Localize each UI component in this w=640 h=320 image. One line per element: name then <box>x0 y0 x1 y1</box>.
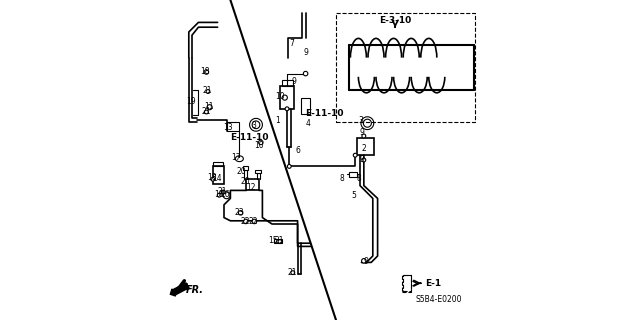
Text: 9: 9 <box>363 257 368 266</box>
Circle shape <box>207 105 212 110</box>
Circle shape <box>211 177 215 181</box>
Text: 21: 21 <box>287 268 297 277</box>
Circle shape <box>221 190 225 194</box>
Circle shape <box>362 259 366 263</box>
Circle shape <box>353 153 357 157</box>
Circle shape <box>282 95 287 100</box>
Text: 3: 3 <box>358 116 363 125</box>
Circle shape <box>278 240 282 244</box>
Text: 22: 22 <box>240 217 250 226</box>
Bar <box>255 170 261 173</box>
Text: 21: 21 <box>275 236 284 245</box>
Text: 1: 1 <box>275 116 280 124</box>
Bar <box>212 166 224 184</box>
Text: 15: 15 <box>268 236 278 245</box>
Text: 21: 21 <box>217 187 227 196</box>
Text: 9: 9 <box>360 155 365 164</box>
Text: 18: 18 <box>214 190 223 199</box>
Text: 14: 14 <box>212 174 222 183</box>
Bar <box>403 275 412 292</box>
Bar <box>403 275 411 291</box>
Circle shape <box>362 134 366 138</box>
Bar <box>357 138 374 155</box>
Text: FR.: FR. <box>186 284 204 295</box>
Circle shape <box>362 158 366 162</box>
Text: S5B4-E0200: S5B4-E0200 <box>415 295 461 304</box>
Circle shape <box>205 110 209 114</box>
Bar <box>274 239 282 243</box>
Text: 9: 9 <box>292 77 297 86</box>
Text: 8: 8 <box>339 174 344 183</box>
Text: 9: 9 <box>303 48 308 57</box>
Text: 13: 13 <box>223 123 233 132</box>
Text: 2: 2 <box>362 144 367 153</box>
Text: 12: 12 <box>246 183 255 192</box>
Circle shape <box>204 70 209 74</box>
Text: 21: 21 <box>201 107 211 116</box>
Circle shape <box>243 219 248 224</box>
Text: 11: 11 <box>204 102 213 111</box>
Text: E-11-10: E-11-10 <box>230 133 268 142</box>
Text: 10: 10 <box>275 92 285 101</box>
Bar <box>336 13 476 122</box>
Text: 5: 5 <box>352 191 356 200</box>
FancyArrow shape <box>170 283 189 296</box>
Circle shape <box>218 193 221 197</box>
Circle shape <box>238 211 243 215</box>
Text: 21: 21 <box>202 86 212 95</box>
Text: 16: 16 <box>220 190 230 199</box>
Bar <box>282 80 293 86</box>
Text: 20: 20 <box>241 177 251 186</box>
Circle shape <box>206 90 210 93</box>
Text: 6: 6 <box>296 146 301 155</box>
Circle shape <box>259 140 263 145</box>
Bar <box>214 162 223 166</box>
Text: E-1: E-1 <box>425 279 441 288</box>
Text: 8: 8 <box>356 174 362 183</box>
Text: 20: 20 <box>236 167 246 176</box>
Text: E-3-10: E-3-10 <box>379 16 412 25</box>
Text: 18: 18 <box>207 173 217 182</box>
Text: 4: 4 <box>305 119 310 128</box>
Text: 3: 3 <box>251 121 256 130</box>
Bar <box>280 86 294 109</box>
Text: 9: 9 <box>360 128 365 137</box>
Bar <box>301 98 310 114</box>
Text: 10: 10 <box>254 141 264 150</box>
Circle shape <box>285 107 289 111</box>
Circle shape <box>252 219 257 224</box>
Text: 23: 23 <box>234 208 244 217</box>
Bar <box>243 166 248 170</box>
Circle shape <box>303 71 308 76</box>
Text: 7: 7 <box>289 39 294 48</box>
Text: 19: 19 <box>186 97 196 106</box>
Bar <box>349 172 357 177</box>
Text: 17: 17 <box>231 153 241 162</box>
Circle shape <box>287 164 291 168</box>
Bar <box>246 179 259 190</box>
Text: E-11-10: E-11-10 <box>306 109 344 118</box>
Text: 22: 22 <box>249 217 258 226</box>
Text: 18: 18 <box>201 67 210 76</box>
Circle shape <box>291 271 294 275</box>
Bar <box>227 122 239 131</box>
